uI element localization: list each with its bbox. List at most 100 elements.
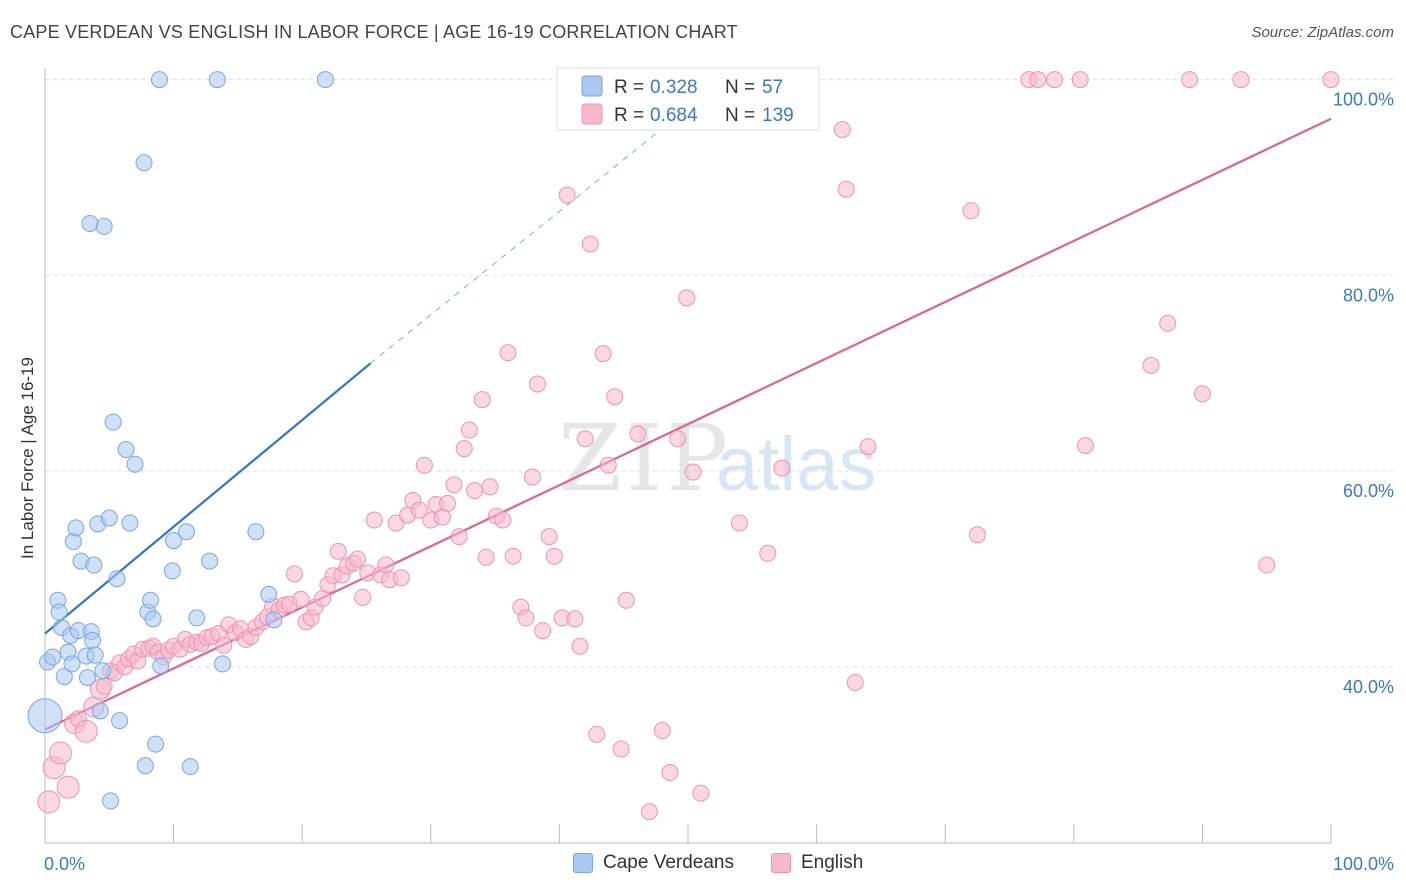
point-english [285,565,303,583]
point-english [95,677,113,695]
point-cape-verdeans [121,514,139,532]
point-english [215,636,233,654]
watermark: ZIP atlas [558,405,877,512]
point-cape-verdeans [141,591,159,609]
point-english [571,637,589,655]
point-cape-verdeans [64,533,82,551]
point-cape-verdeans [260,585,278,603]
point-cape-verdeans [265,611,283,629]
point-english [445,476,463,494]
point-cape-verdeans [181,758,199,776]
point-cape-verdeans [177,523,195,541]
point-english [540,528,558,546]
series-legend: Cape Verdeans English [0,852,1406,878]
source-label: Source: ZipAtlas.com [1251,24,1394,41]
legend-item-cape-verdeans[interactable]: Cape Verdeans [573,852,734,874]
point-english [473,391,491,409]
point-english [1322,71,1340,89]
chart-title: CAPE VERDEAN VS ENGLISH IN LABOR FORCE |… [10,22,738,42]
point-english [292,590,310,608]
point-english [692,784,710,802]
point-english [617,591,635,609]
stats-n-label: N = [725,77,755,98]
point-cape-verdeans [85,556,103,574]
point-cape-verdeans [102,792,120,810]
x-tick-label: 0.0% [44,854,85,874]
point-english [606,388,624,406]
data-points [27,71,1340,821]
point-cape-verdeans [91,702,109,720]
point-english [661,764,679,782]
point-cape-verdeans [150,71,168,89]
point-english [494,511,512,529]
point-cape-verdeans [108,570,126,588]
point-english [1232,71,1250,89]
stats-r-value: 0.328 [650,77,698,98]
point-cape-verdeans [44,648,62,666]
point-cape-verdeans [50,603,68,621]
point-english [74,719,98,743]
point-cape-verdeans [63,655,81,673]
point-cape-verdeans [104,413,122,431]
point-cape-verdeans [117,441,135,459]
point-cape-verdeans [165,532,183,550]
point-english [517,609,535,627]
point-cape-verdeans [86,646,104,664]
stats-n-value: 139 [762,105,794,126]
point-cape-verdeans [55,668,73,686]
point-cape-verdeans [81,214,99,232]
point-english [678,289,696,307]
point-english [558,186,576,204]
legend-item-english[interactable]: English [771,852,863,874]
stats-n-label: N = [725,105,755,126]
point-cape-verdeans [152,657,170,675]
stats-r-label: R = [614,105,644,126]
point-cape-verdeans [84,631,102,649]
point-english [640,803,658,821]
point-english [684,463,702,481]
point-english [460,421,478,439]
legend-swatch-pink [771,853,791,873]
point-english [1181,71,1199,89]
point-cape-verdeans [67,519,85,537]
y-tick-label: 60.0% [1343,481,1394,501]
stats-swatch [581,103,603,125]
point-english [566,610,584,628]
point-english [1071,71,1089,89]
point-english [377,556,395,574]
point-english [499,344,517,362]
point-english [1142,356,1160,374]
point-cape-verdeans [163,562,181,580]
point-cape-verdeans [144,610,162,628]
point-english [466,482,484,500]
point-english [529,375,547,393]
point-english [534,622,552,640]
y-tick-label: 100.0% [1333,90,1394,110]
legend-label-english: English [801,852,864,873]
point-english [1076,437,1094,455]
point-english [48,741,72,765]
point-english [365,511,383,529]
stats-swatch [581,75,603,97]
point-english [504,547,522,565]
point-cape-verdeans [147,735,165,753]
point-english [837,180,855,198]
stats-r-value: 0.684 [650,105,698,126]
point-english [859,438,877,456]
point-english [759,544,777,562]
point-english [477,548,495,566]
y-tick-label: 40.0% [1343,677,1394,697]
point-cape-verdeans [188,609,206,627]
point-cape-verdeans [213,655,231,673]
legend-swatch-blue [573,853,593,873]
watermark-zip: ZIP [558,405,732,512]
point-english [773,459,791,477]
point-cape-verdeans [208,71,226,89]
point-english [354,588,372,606]
point-cape-verdeans [136,757,154,775]
point-cape-verdeans [316,71,334,89]
point-english [612,740,630,758]
point-cape-verdeans [94,662,112,680]
trendline-cape-verdeans [44,362,372,635]
